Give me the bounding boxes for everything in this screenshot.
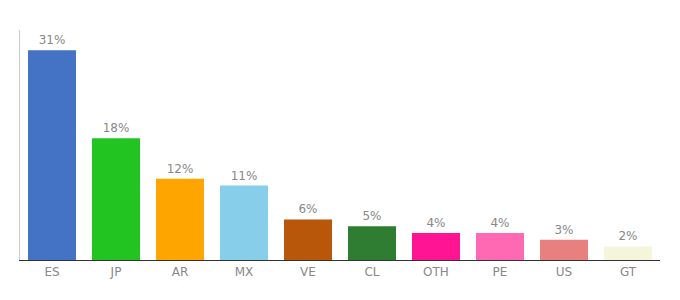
- svg-text:OTH: OTH: [423, 265, 449, 279]
- svg-text:11%: 11%: [231, 169, 258, 183]
- svg-text:4%: 4%: [426, 216, 445, 230]
- svg-text:CL: CL: [364, 265, 379, 279]
- svg-text:18%: 18%: [103, 121, 130, 135]
- svg-text:6%: 6%: [298, 202, 317, 216]
- svg-text:31%: 31%: [39, 33, 66, 47]
- svg-text:ES: ES: [44, 265, 59, 279]
- svg-text:2%: 2%: [618, 229, 637, 243]
- svg-text:AR: AR: [172, 265, 189, 279]
- svg-text:MX: MX: [235, 265, 254, 279]
- svg-text:12%: 12%: [167, 162, 194, 176]
- svg-text:US: US: [556, 265, 572, 279]
- svg-text:4%: 4%: [490, 216, 509, 230]
- svg-text:GT: GT: [620, 265, 637, 279]
- svg-text:PE: PE: [493, 265, 508, 279]
- svg-text:JP: JP: [110, 265, 122, 279]
- svg-text:3%: 3%: [554, 223, 573, 237]
- svg-text:VE: VE: [300, 265, 316, 279]
- svg-text:5%: 5%: [362, 209, 381, 223]
